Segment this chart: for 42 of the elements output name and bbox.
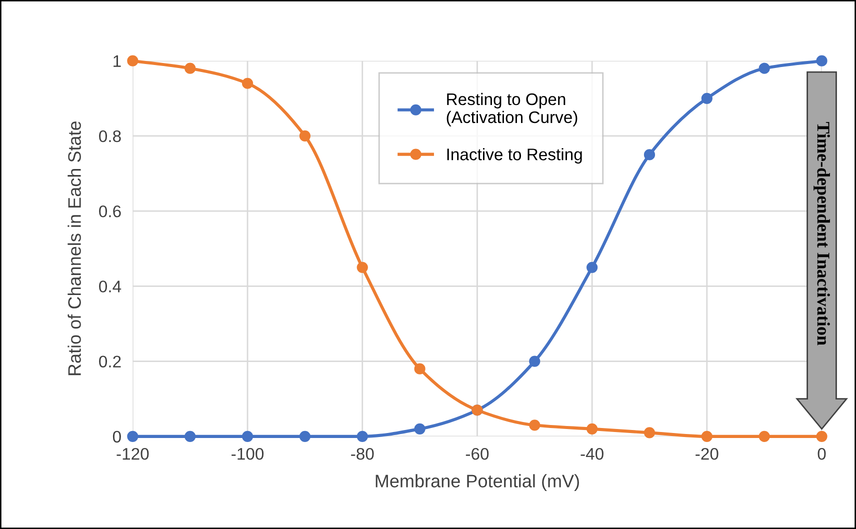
- y-axis-title: Ratio of Channels in Each State: [68, 121, 81, 376]
- y-tick-label: 0: [112, 430, 121, 443]
- point: [816, 55, 828, 66]
- point: [414, 363, 426, 374]
- x-tick-label: -100: [232, 448, 264, 460]
- y-tick-label: 0.2: [99, 356, 121, 368]
- y-tick-label: 0.8: [99, 130, 121, 142]
- x-axis-title: Membrane Potential (mV): [376, 474, 579, 492]
- point: [816, 430, 828, 442]
- point: [414, 423, 426, 434]
- point: [701, 430, 712, 442]
- point: [586, 423, 598, 434]
- point: [356, 430, 368, 442]
- point: [529, 420, 540, 431]
- point: [127, 55, 138, 66]
- point: [644, 427, 656, 438]
- point: [299, 430, 311, 442]
- point: [586, 262, 598, 273]
- point: [701, 92, 712, 104]
- y-tick-label: 0.4: [99, 280, 122, 292]
- point: [529, 356, 540, 367]
- y-tick-label: 0.6: [99, 205, 121, 218]
- y-tick-label: 1: [114, 55, 121, 67]
- point: [356, 262, 368, 273]
- point: [644, 149, 656, 160]
- point: [758, 430, 770, 442]
- x-tick-label: -40: [580, 448, 604, 460]
- legend-label: Resting to Open (Activation Curve): [446, 92, 578, 126]
- point: [242, 430, 254, 442]
- point: [758, 62, 770, 74]
- point: [242, 78, 254, 89]
- legend-label: Inactive to Resting: [447, 148, 582, 164]
- annotation: Time-dependent Inactivation: [814, 122, 830, 346]
- point: [299, 130, 311, 142]
- x-tick-label: -120: [116, 448, 149, 460]
- point: [127, 430, 138, 442]
- point: [184, 62, 196, 74]
- x-tick-label: -20: [696, 448, 718, 460]
- point: [184, 430, 196, 442]
- x-tick-label: 0: [818, 448, 826, 460]
- x-tick-label: -60: [466, 448, 489, 460]
- x-tick-label: -80: [351, 448, 374, 460]
